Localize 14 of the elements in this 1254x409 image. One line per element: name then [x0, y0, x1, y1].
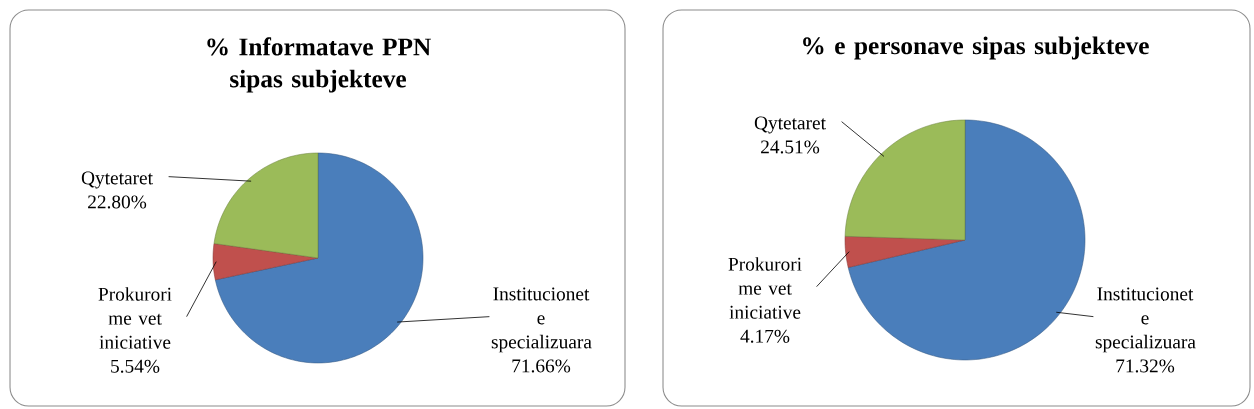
- data-label: 71.66%: [512, 359, 571, 373]
- data-label: 24.51%: [761, 140, 820, 154]
- data-label: 71.32%: [1116, 359, 1175, 373]
- slice-label: Prokurori me vet iniciative: [98, 287, 172, 349]
- data-label: 22.80%: [88, 195, 147, 209]
- slice-label: Institucionet e specializuara: [491, 287, 592, 353]
- slice-label: Prokurori me vet iniciative: [728, 257, 802, 319]
- data-label: 4.17%: [740, 329, 790, 343]
- chart-title: % e personave sipas subjekteve: [803, 36, 1149, 60]
- slice-label: Qytetaret: [81, 171, 153, 189]
- slice-label: Qytetaret: [754, 116, 826, 134]
- data-label: 5.54%: [111, 359, 160, 373]
- chart-title: % Informatave PPN sipas subjekteve: [207, 37, 431, 93]
- slice-label: Institucionet e specializuara: [1095, 287, 1196, 353]
